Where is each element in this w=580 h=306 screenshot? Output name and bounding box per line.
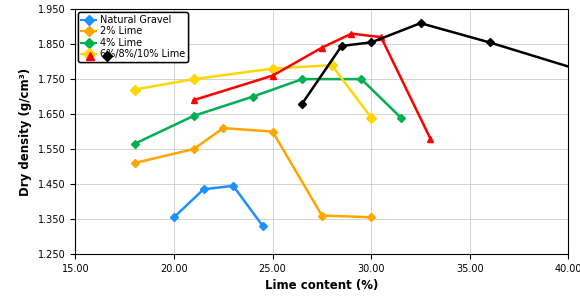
Y-axis label: Dry density (g/cm³): Dry density (g/cm³) — [19, 68, 32, 196]
Legend: Natural Gravel, 2% Lime, 4% Lime, 6%/8%/10% Lime: Natural Gravel, 2% Lime, 4% Lime, 6%/8%/… — [78, 12, 188, 62]
X-axis label: Lime content (%): Lime content (%) — [265, 279, 379, 292]
